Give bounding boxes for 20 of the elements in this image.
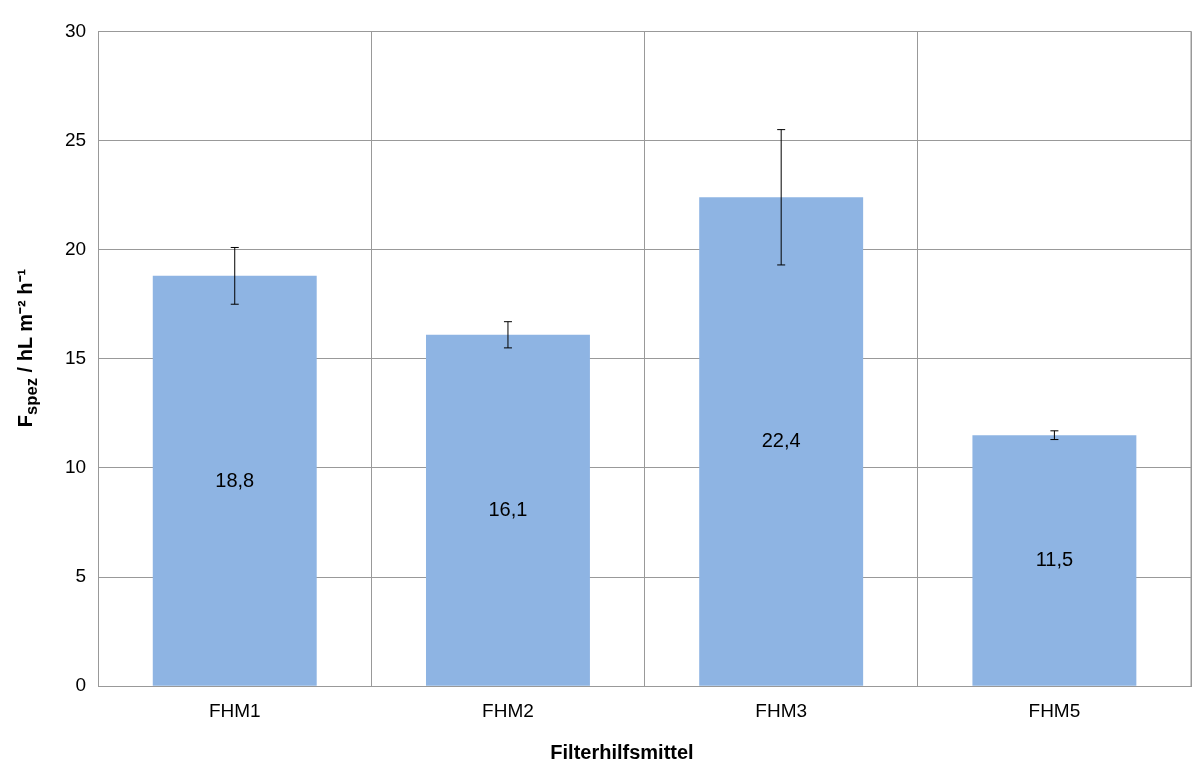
y-tick-label: 5 [75, 565, 87, 587]
x-tick-label: FHM3 [755, 699, 808, 721]
x-tick-label: FHM1 [208, 699, 261, 721]
x-tick-label: FHM2 [482, 699, 534, 721]
x-tick-label: FHM5 [1028, 699, 1081, 721]
y-tick-label: 15 [64, 347, 87, 369]
y-tick-label: 0 [75, 674, 87, 696]
bar [152, 275, 317, 686]
bar [699, 197, 864, 686]
bar [425, 334, 590, 686]
x-axis-title: Filterhilfsmittel [550, 740, 694, 763]
y-tick-label: 30 [64, 19, 87, 41]
data-label: 11,5 [1035, 548, 1074, 571]
y-tick-label: 25 [64, 128, 87, 150]
data-label: 22,4 [761, 429, 801, 452]
y-tick-label: 10 [64, 456, 87, 478]
y-tick-label: 20 [64, 237, 87, 259]
bar [972, 435, 1137, 686]
data-label: 18,8 [215, 468, 255, 491]
data-label: 16,1 [488, 498, 528, 521]
